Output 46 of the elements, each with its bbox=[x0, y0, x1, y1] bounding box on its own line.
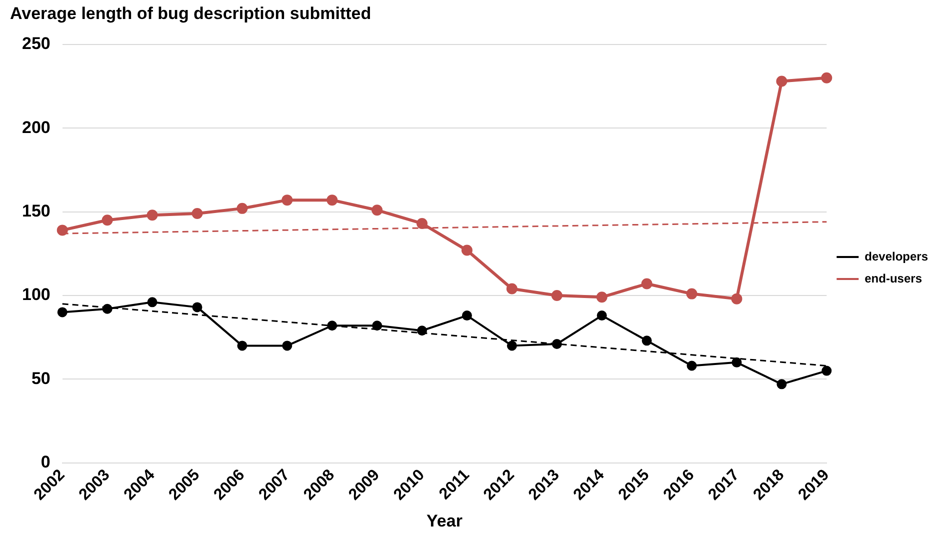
point bbox=[821, 72, 832, 84]
point bbox=[776, 76, 788, 87]
point bbox=[416, 218, 428, 229]
point bbox=[237, 340, 248, 351]
point bbox=[326, 194, 338, 206]
y-tick-label: 100 bbox=[22, 285, 50, 304]
y-tick-label: 50 bbox=[31, 368, 50, 388]
point bbox=[372, 320, 382, 331]
point bbox=[822, 366, 832, 376]
point bbox=[776, 379, 787, 390]
point bbox=[552, 339, 562, 350]
point bbox=[147, 297, 158, 308]
point bbox=[461, 244, 472, 256]
point bbox=[506, 283, 518, 294]
point bbox=[282, 340, 292, 351]
legend-label: developers bbox=[864, 249, 928, 264]
point bbox=[686, 360, 697, 371]
point bbox=[596, 310, 607, 321]
point bbox=[192, 302, 202, 312]
point bbox=[372, 204, 383, 216]
point bbox=[462, 310, 472, 321]
chart-title: Average length of bug description submitted bbox=[10, 4, 372, 23]
point bbox=[641, 278, 652, 290]
point bbox=[102, 304, 112, 314]
point bbox=[732, 357, 742, 368]
y-tick-label: 200 bbox=[22, 118, 50, 137]
y-tick-label: 250 bbox=[22, 34, 50, 54]
point bbox=[192, 208, 203, 219]
point bbox=[146, 210, 158, 221]
point bbox=[417, 326, 428, 336]
point bbox=[596, 292, 608, 303]
x-axis-title: Year bbox=[426, 511, 463, 530]
legend-label: end-users bbox=[864, 271, 922, 286]
y-tick-label: 0 bbox=[40, 452, 50, 472]
point bbox=[236, 202, 248, 214]
point bbox=[56, 224, 68, 236]
point bbox=[686, 288, 698, 300]
y-tick-label: 150 bbox=[22, 201, 50, 220]
point bbox=[282, 194, 293, 206]
point bbox=[57, 307, 68, 318]
point bbox=[731, 293, 742, 304]
point bbox=[102, 214, 113, 226]
point bbox=[551, 290, 562, 301]
point bbox=[327, 320, 338, 331]
point bbox=[506, 340, 517, 351]
point bbox=[642, 336, 652, 346]
